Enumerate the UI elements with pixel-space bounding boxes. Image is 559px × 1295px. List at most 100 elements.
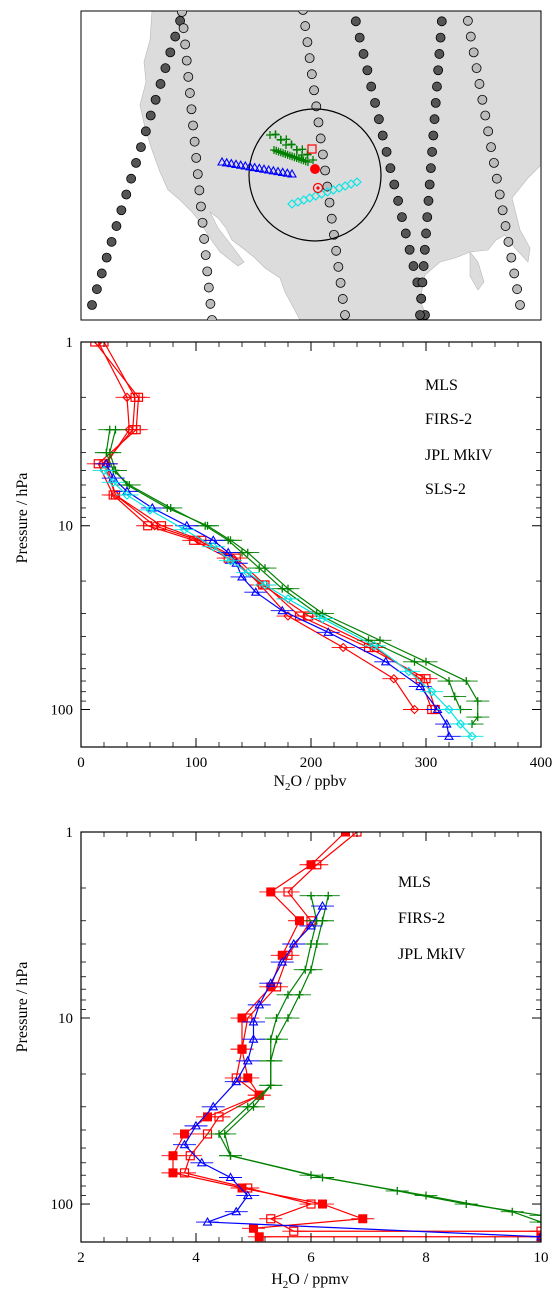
series-firs-2 [213,891,541,1227]
satellite-footprint [415,310,425,320]
y-tick-label: 10 [58,519,73,535]
legend-firs2: FIRS-2 [398,910,445,927]
data-point [249,1223,258,1233]
satellite-footprint [178,23,189,34]
n2o-xlabel: N2O / ppbv [273,773,346,793]
satellite-footprint [491,173,502,184]
h2o-axes: 2 4 6 8 10 1 10 100 [51,825,549,1266]
data-point [242,567,253,578]
satellite-footprint [324,197,335,208]
satellite-footprint [183,71,194,82]
satellite-footprint [350,16,361,27]
satellite-footprint [96,268,107,279]
data-point [266,1214,276,1224]
satellite-footprint [483,126,494,137]
data-point [283,594,293,604]
data-point [179,524,190,535]
series-line [224,895,541,1223]
data-point [102,448,111,457]
firs2-footprint [309,156,317,164]
satellite-footprint [428,130,439,141]
y-tick-label: 10 [58,1011,73,1027]
satellite-footprint [335,277,346,288]
satellite-footprint [435,32,446,43]
data-point [231,1076,242,1086]
data-point [415,681,426,691]
data-point [168,1151,178,1161]
data-point [125,480,134,489]
data-point [358,1214,368,1224]
data-point [318,916,327,925]
data-point [202,1216,213,1226]
data-point [536,1226,541,1236]
satellite-footprint [136,142,146,153]
data-point [179,1168,190,1178]
data-point [426,686,437,697]
satellite-footprint [417,277,428,288]
data-point [536,1231,541,1241]
mkiv-footprint [263,164,274,174]
satellite-footprint [199,234,210,244]
h2o-xlabel: H2O / ppmv [271,1271,349,1291]
y-tick-label: 100 [51,702,74,718]
data-point [201,521,210,530]
data-point [242,1055,253,1065]
data-point [462,677,471,686]
satellite-footprint [425,163,436,174]
data-point [306,920,316,930]
data-point [208,541,219,552]
satellite-footprint [302,37,313,48]
satellite-footprint [393,195,404,206]
satellite-footprint [304,53,315,64]
data-point [248,1016,259,1026]
satellite-footprint [366,81,377,92]
satellite-footprint [111,221,122,231]
satellite-footprint [489,157,499,168]
satellite-footprint [515,300,525,310]
data-point [389,673,399,684]
satellite-footprint [421,228,431,239]
x-tick-label: 8 [422,1250,430,1266]
satellite-footprint [106,236,117,247]
data-point [145,505,155,515]
satellite-footprint [184,88,195,98]
data-point [289,1226,299,1236]
satellite-footprint [196,201,206,212]
data-point [312,939,321,948]
data-point [248,1034,259,1043]
satellite-footprint [177,11,187,17]
satellite-footprint [188,120,198,131]
legend-mls: MLS [425,377,458,394]
series-firs-2 [98,425,490,729]
mkiv-footprint [231,159,241,168]
satellite-footprint [381,146,392,157]
satellite-footprint [315,133,326,144]
data-point [450,692,459,701]
satellite-footprint [298,11,308,15]
satellite-footprint [140,126,151,137]
satellite-footprint [468,47,479,58]
data-point [220,1129,229,1138]
data-point [237,571,247,581]
data-point [208,1101,219,1111]
satellite-footprint [422,212,433,223]
firs2-footprint [304,158,312,166]
satellite-footprint [397,212,407,223]
satellite-footprint [337,294,348,304]
satellite-footprint [306,69,317,80]
satellite-footprint [348,1,357,10]
satellite-footprint [362,65,373,76]
satellite-footprint [424,179,435,190]
satellite-footprint [465,31,476,42]
mls-footprint [307,144,317,154]
data-point [307,965,315,974]
data-point [214,1112,224,1122]
satellite-footprint [509,268,520,279]
satellite-footprint [408,261,419,271]
satellite-footprint [309,85,319,96]
satellite-footprint [419,244,430,255]
data-point [225,555,236,566]
data-point [537,1211,541,1220]
data-point [254,999,265,1009]
series-line [218,895,541,1216]
